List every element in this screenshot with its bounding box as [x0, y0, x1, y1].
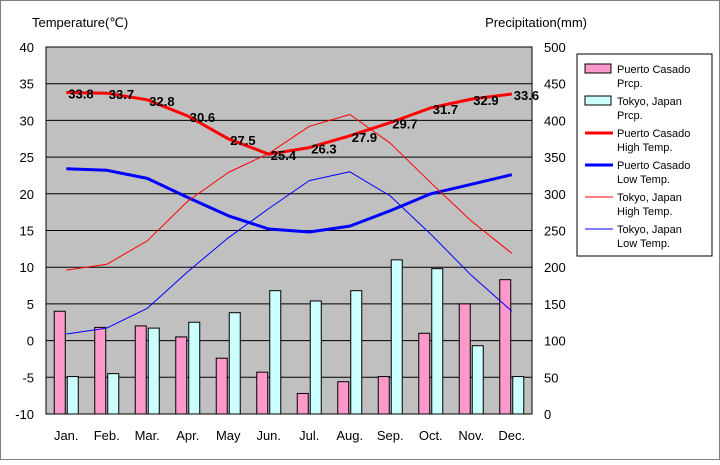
line-puerto-casado-high	[66, 91, 512, 156]
x-tick-label: Nov.	[458, 428, 484, 443]
legend-label: Puerto Casado	[617, 128, 690, 140]
bar-puerto-casado-prcp	[418, 332, 431, 415]
legend-label: Prcp.	[617, 78, 643, 90]
legend-label: Low Temp.	[617, 174, 670, 186]
legend-label: Tokyo, Japan	[617, 192, 682, 204]
data-label-high-temp: 32.9	[473, 93, 498, 108]
bar-puerto-casado-prcp	[53, 310, 66, 415]
right-tick-label: 400	[544, 113, 566, 128]
left-tick-label: 10	[20, 260, 34, 275]
bar-puerto-casado-prcp	[499, 279, 512, 415]
bar-tokyo-prcp	[431, 268, 444, 415]
data-label-high-temp: 29.7	[392, 117, 417, 132]
left-tick-label: 5	[27, 297, 34, 312]
data-label-high-temp: 31.7	[433, 102, 458, 117]
x-tick-label: Feb.	[94, 428, 120, 443]
right-tick-label: 50	[544, 370, 558, 385]
left-tick-label: 35	[20, 77, 34, 92]
right-tick-label: 300	[544, 187, 566, 202]
bar-tokyo-prcp	[107, 373, 120, 415]
data-label-high-temp: 33.7	[109, 87, 134, 102]
bar-tokyo-prcp	[228, 312, 241, 415]
x-tick-label: Sep.	[377, 428, 404, 443]
legend-swatch	[584, 63, 612, 74]
bar-puerto-casado-prcp	[134, 325, 147, 415]
bar-tokyo-prcp	[350, 290, 363, 415]
bar-puerto-casado-prcp	[296, 392, 309, 415]
x-tick-label: Jan.	[54, 428, 79, 443]
bar-puerto-casado-prcp	[256, 371, 269, 415]
legend-box	[576, 53, 713, 257]
legend-label: Prcp.	[617, 110, 643, 122]
legend-swatch	[584, 95, 612, 106]
bar-tokyo-prcp	[512, 376, 525, 415]
left-axis-label: Temperature(℃)	[32, 15, 128, 30]
right-tick-label: 450	[544, 77, 566, 92]
x-tick-label: Aug.	[336, 428, 363, 443]
right-tick-label: 100	[544, 334, 566, 349]
left-tick-label: 30	[20, 113, 34, 128]
bar-tokyo-prcp	[309, 300, 322, 415]
right-tick-label: 250	[544, 224, 566, 239]
legend-label: Low Temp.	[617, 238, 670, 250]
right-tick-label: 350	[544, 150, 566, 165]
bar-tokyo-prcp	[188, 321, 201, 415]
legend-label: High Temp.	[617, 206, 672, 218]
bar-puerto-casado-prcp	[175, 336, 188, 415]
x-tick-label: Jul.	[299, 428, 319, 443]
x-tick-label: Mar.	[135, 428, 160, 443]
x-tick-label: Apr.	[176, 428, 199, 443]
legend-label: Tokyo, Japan	[617, 96, 682, 108]
data-label-high-temp: 32.8	[149, 94, 174, 109]
legend-label: Puerto Casado	[617, 64, 690, 76]
bar-tokyo-prcp	[390, 259, 403, 415]
line-tokyo-high	[66, 114, 513, 271]
data-label-high-temp: 27.9	[352, 130, 377, 145]
left-tick-label: -10	[15, 407, 34, 422]
bar-tokyo-prcp	[66, 376, 79, 415]
legend-label: High Temp.	[617, 142, 672, 154]
left-tick-label: 20	[20, 187, 34, 202]
right-tick-label: 200	[544, 260, 566, 275]
bar-puerto-casado-prcp	[458, 303, 471, 415]
x-tick-label: Oct.	[419, 428, 443, 443]
data-label-high-temp: 30.6	[190, 110, 215, 125]
plot-area: 4035302520151050-5-105004504003503002502…	[15, 40, 566, 443]
bar-tokyo-prcp	[471, 345, 484, 415]
bar-puerto-casado-prcp	[337, 381, 350, 415]
data-label-high-temp: 25.4	[271, 148, 297, 163]
left-tick-label: 15	[20, 224, 34, 239]
left-tick-label: 0	[27, 334, 34, 349]
x-tick-label: Jun.	[256, 428, 281, 443]
left-tick-label: -5	[22, 370, 34, 385]
bar-puerto-casado-prcp	[215, 357, 228, 415]
bar-tokyo-prcp	[269, 290, 282, 415]
data-label-high-temp: 27.5	[230, 133, 255, 148]
x-tick-label: Dec.	[498, 428, 525, 443]
line-puerto-casado-low	[66, 167, 513, 234]
legend: Puerto Casado Prcp. Tokyo, Japan Prcp. Puert…	[576, 53, 713, 257]
right-tick-label: 0	[544, 407, 551, 422]
line-tokyo-low	[66, 171, 513, 335]
legend-label: Puerto Casado	[617, 160, 690, 172]
bar-puerto-casado-prcp	[377, 376, 390, 415]
data-label-high-temp: 33.6	[514, 88, 539, 103]
right-axis-label: Precipitation(mm)	[485, 15, 587, 30]
data-label-high-temp: 26.3	[311, 142, 336, 157]
data-label-high-temp: 33.8	[68, 87, 93, 102]
right-tick-label: 150	[544, 297, 566, 312]
legend-label: Tokyo, Japan	[617, 224, 682, 236]
bar-tokyo-prcp	[147, 327, 160, 415]
bar-puerto-casado-prcp	[94, 326, 107, 415]
x-tick-label: May	[216, 428, 241, 443]
left-tick-label: 25	[20, 150, 34, 165]
left-tick-label: 40	[20, 40, 34, 55]
right-tick-label: 500	[544, 40, 566, 55]
